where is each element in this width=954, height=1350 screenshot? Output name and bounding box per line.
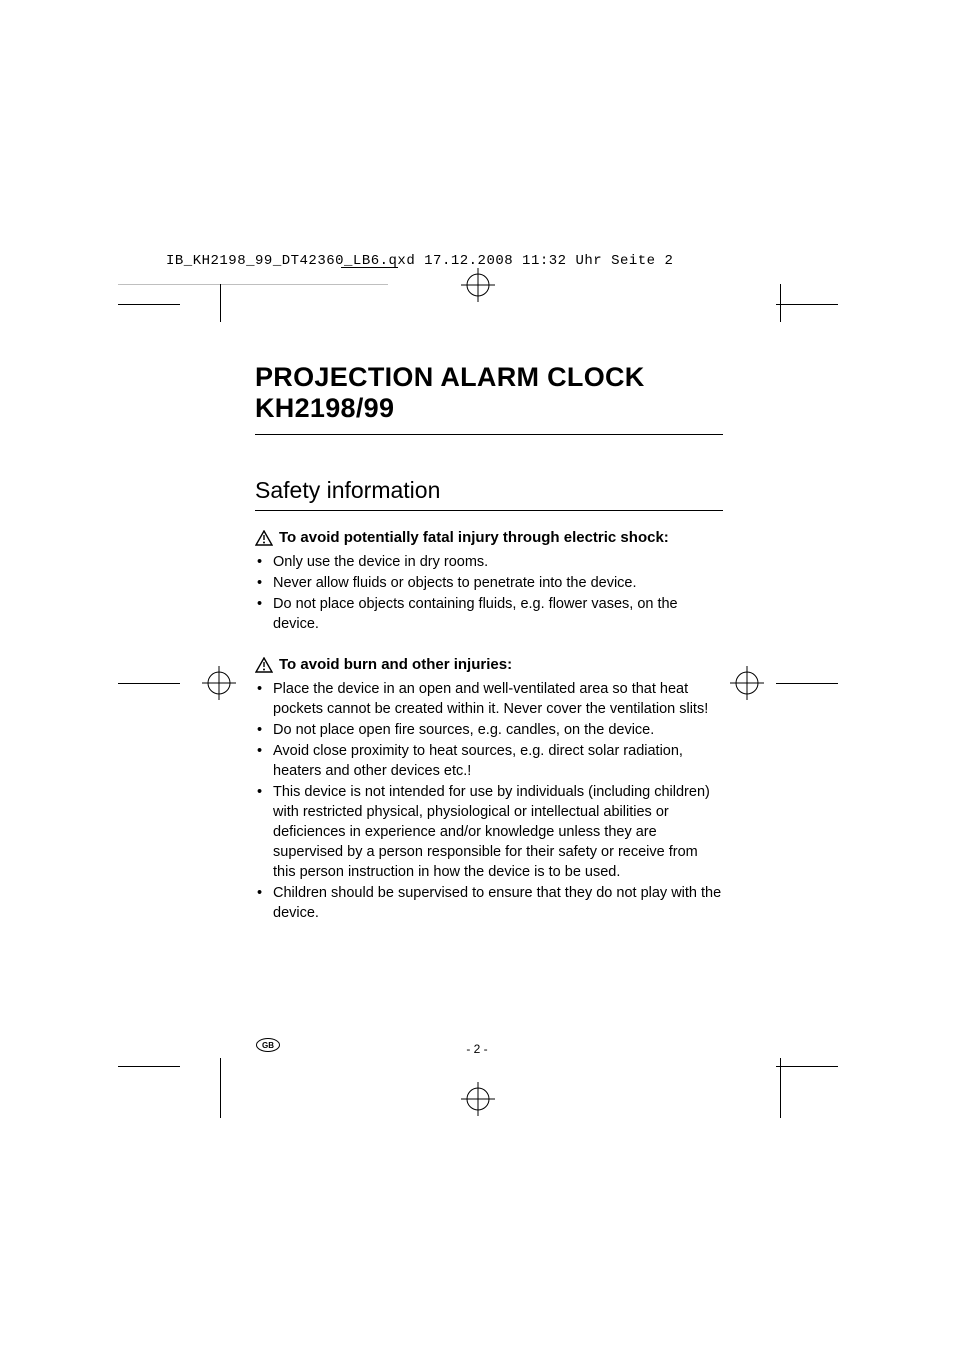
page: IB_KH2198_99_DT42360_LB6.qxd 17.12.2008 … — [0, 0, 954, 1350]
page-number: - 2 - — [0, 1042, 954, 1056]
crop-top-h-left — [118, 304, 180, 305]
crop-mid-h-left — [118, 683, 180, 684]
crop-bot-h-left — [118, 1066, 180, 1067]
title-line-2: KH2198/99 — [255, 393, 394, 423]
crop-top-tick-right — [780, 284, 781, 322]
warning-triangle-icon — [255, 530, 273, 546]
warning-2-list: Place the device in an open and well-ven… — [255, 679, 723, 923]
crop-mid-h-right — [776, 683, 838, 684]
section-heading: Safety information — [255, 477, 723, 504]
warning-1-list: Only use the device in dry rooms. Never … — [255, 552, 723, 634]
warning-triangle-icon — [255, 657, 273, 673]
registration-mark-right — [730, 666, 764, 700]
content-area: PROJECTION ALARM CLOCK KH2198/99 Safety … — [255, 362, 723, 924]
list-item: Do not place open fire sources, e.g. can… — [255, 720, 723, 740]
section-rule — [255, 510, 723, 511]
warning-heading-2-text: To avoid burn and other injuries: — [279, 656, 512, 673]
list-item: Children should be supervised to ensure … — [255, 883, 723, 923]
doc-title: PROJECTION ALARM CLOCK KH2198/99 — [255, 362, 723, 424]
section-safety: Safety information To avoid potentially … — [255, 477, 723, 923]
list-item: Never allow fluids or objects to penetra… — [255, 573, 723, 593]
registration-mark-bottom — [461, 1082, 495, 1116]
list-item: Do not place objects containing fluids, … — [255, 594, 723, 634]
warning-heading-1-text: To avoid potentially fatal injury throug… — [279, 529, 669, 546]
crop-top-tick-left — [220, 284, 221, 322]
list-item: Only use the device in dry rooms. — [255, 552, 723, 572]
warning-block-2: To avoid burn and other injuries: Place … — [255, 656, 723, 923]
crop-bot-h-right — [776, 1066, 838, 1067]
list-item: This device is not intended for use by i… — [255, 782, 723, 882]
title-line-1: PROJECTION ALARM CLOCK — [255, 362, 645, 392]
list-item: Place the device in an open and well-ven… — [255, 679, 723, 719]
title-rule — [255, 434, 723, 435]
registration-mark-left — [202, 666, 236, 700]
warning-heading-2: To avoid burn and other injuries: — [255, 656, 723, 673]
crop-top-line-underline — [341, 267, 398, 268]
crop-top-h-right — [776, 304, 838, 305]
crop-bot-tick-right — [780, 1058, 781, 1118]
list-item: Avoid close proximity to heat sources, e… — [255, 741, 723, 781]
registration-mark-top — [461, 268, 495, 302]
print-meta-line: IB_KH2198_99_DT42360_LB6.qxd 17.12.2008 … — [166, 253, 673, 269]
warning-block-1: To avoid potentially fatal injury throug… — [255, 529, 723, 634]
crop-bot-tick-left — [220, 1058, 221, 1118]
warning-heading-1: To avoid potentially fatal injury throug… — [255, 529, 723, 546]
crop-top-line-left — [118, 284, 388, 285]
